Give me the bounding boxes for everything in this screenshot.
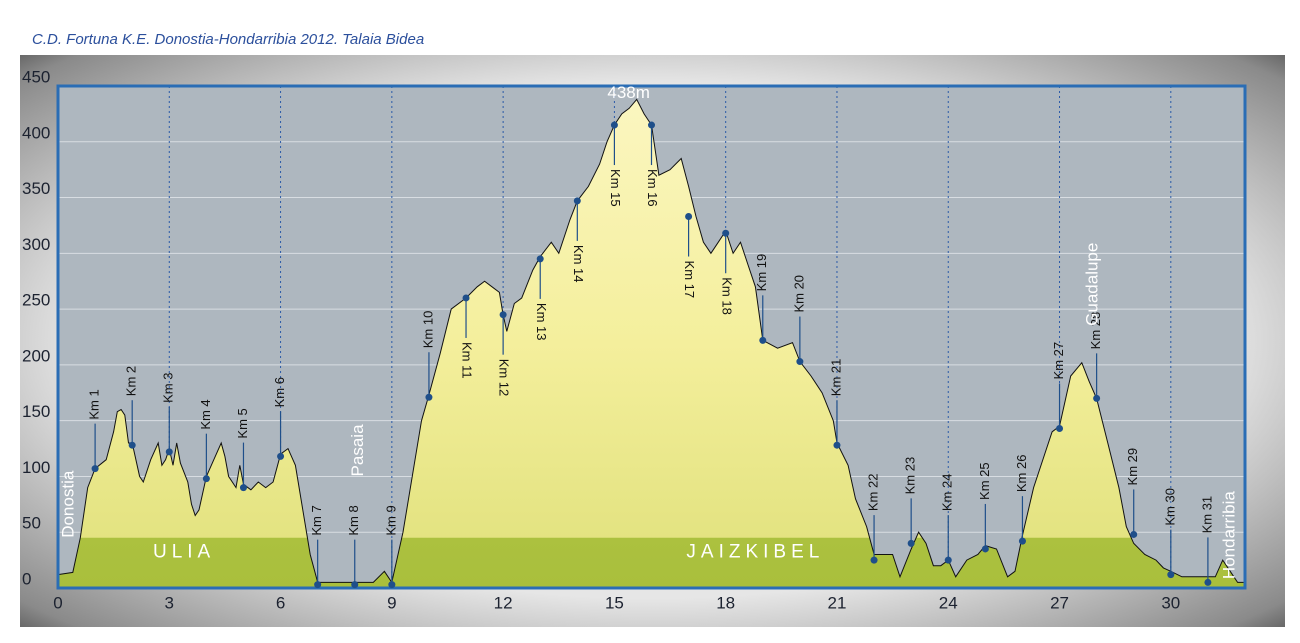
km-marker	[351, 581, 359, 589]
km-label: Km 18	[719, 277, 734, 315]
km-label: Km 19	[754, 254, 769, 292]
km-marker	[388, 581, 396, 589]
region-label: JAIZKIBEL	[686, 541, 824, 562]
km-marker	[314, 581, 322, 589]
km-marker	[165, 448, 173, 456]
km-marker	[425, 393, 433, 401]
x-tick-label: 27	[1050, 593, 1069, 612]
km-marker	[610, 121, 618, 129]
km-marker	[239, 484, 247, 492]
place-label: Donostia	[59, 470, 78, 538]
km-marker	[833, 441, 841, 449]
km-marker	[91, 465, 99, 473]
km-marker	[648, 121, 655, 129]
km-label: Km 3	[161, 373, 176, 403]
km-label: Km 4	[198, 399, 213, 429]
km-label: Km 30	[1162, 488, 1177, 526]
y-tick-label: 300	[22, 235, 50, 254]
region-label: ULIA	[153, 541, 215, 562]
km-marker	[462, 294, 470, 302]
km-label: Km 20	[791, 275, 806, 313]
plot-border	[56, 84, 1247, 590]
area-fill-low	[58, 537, 1245, 588]
km-marker	[759, 336, 767, 344]
y-tick-label: 100	[22, 458, 50, 477]
km-marker	[796, 358, 804, 366]
km-marker	[944, 556, 952, 564]
km-marker	[1204, 578, 1212, 586]
x-tick-label: 3	[165, 593, 174, 612]
km-label: Km 28	[1088, 312, 1103, 350]
chart-title: C.D. Fortuna K.E. Donostia-Hondarribia 2…	[32, 31, 424, 48]
km-label: Km 6	[272, 377, 287, 407]
km-marker	[870, 556, 878, 564]
km-label: Km 9	[383, 505, 398, 535]
km-marker	[128, 441, 136, 449]
km-marker	[1167, 571, 1175, 579]
area-fill	[58, 99, 1245, 589]
km-label: Km 25	[977, 462, 992, 500]
km-label: Km 16	[645, 169, 660, 207]
y-tick-label: 400	[22, 123, 50, 142]
km-marker	[1018, 537, 1026, 545]
km-marker	[277, 452, 285, 460]
km-marker	[1093, 394, 1101, 402]
y-tick-label: 150	[22, 402, 50, 421]
y-tick-label: 50	[22, 514, 41, 533]
y-tick-label: 450	[22, 67, 50, 86]
km-label: Km 10	[420, 311, 435, 349]
km-marker	[722, 229, 730, 237]
x-tick-label: 6	[276, 593, 285, 612]
km-marker	[981, 545, 989, 553]
peak-label: 438m	[607, 83, 650, 102]
km-label: Km 8	[346, 505, 361, 535]
km-label: Km 1	[87, 389, 102, 419]
y-tick-label: 350	[22, 179, 50, 198]
x-tick-label: 18	[716, 593, 735, 612]
km-label: Km 14	[571, 245, 586, 283]
km-marker	[536, 255, 544, 263]
km-label: Km 13	[534, 303, 549, 341]
km-label: Km 2	[124, 366, 139, 396]
km-label: Km 17	[682, 261, 697, 299]
km-marker	[685, 213, 693, 221]
x-tick-label: 12	[494, 593, 513, 612]
km-label: Km 5	[235, 408, 250, 438]
km-label: Km 26	[1014, 455, 1029, 493]
place-label: Hondarribia	[1220, 491, 1239, 579]
km-marker	[1130, 530, 1138, 538]
km-label: Km 31	[1199, 496, 1214, 534]
x-tick-label: 0	[53, 593, 62, 612]
km-label: Km 21	[828, 359, 843, 397]
y-tick-label: 0	[22, 569, 31, 588]
km-label: Km 15	[608, 169, 623, 207]
km-label: Km 22	[866, 474, 881, 512]
x-tick-label: 9	[387, 593, 396, 612]
x-tick-label: 24	[939, 593, 958, 612]
y-tick-label: 250	[22, 291, 50, 310]
x-tick-label: 30	[1161, 593, 1180, 612]
km-marker	[1056, 424, 1064, 432]
km-marker	[202, 475, 210, 483]
x-tick-label: 21	[828, 593, 847, 612]
km-label: Km 12	[497, 359, 512, 397]
km-label: Km 29	[1125, 448, 1140, 486]
place-label: Guadalupe	[1082, 243, 1101, 326]
place-label: Pasaia	[348, 424, 367, 477]
km-label: Km 23	[903, 457, 918, 495]
km-marker	[573, 197, 581, 205]
x-tick-label: 15	[605, 593, 624, 612]
km-marker	[499, 311, 507, 319]
km-label: Km 11	[460, 342, 475, 379]
km-label: Km 24	[940, 474, 955, 512]
km-label: Km 27	[1051, 342, 1066, 380]
km-label: Km 7	[309, 505, 324, 535]
y-tick-label: 200	[22, 346, 50, 365]
km-marker	[907, 539, 915, 547]
